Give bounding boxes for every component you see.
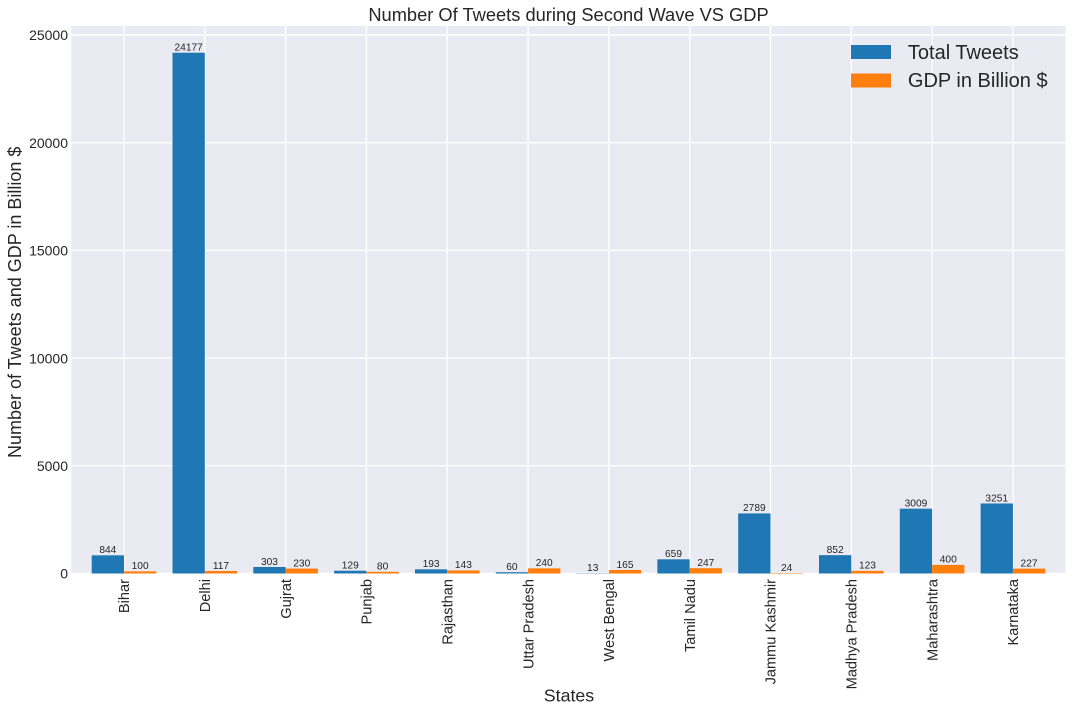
svg-text:3009: 3009 (905, 498, 928, 509)
svg-text:Jammu Kashmir: Jammu Kashmir (764, 579, 780, 685)
svg-text:Number of Tweets and GDP in Bi: Number of Tweets and GDP in Billion $ (5, 147, 25, 459)
svg-text:West Bengal: West Bengal (602, 579, 618, 661)
svg-text:80: 80 (377, 562, 389, 573)
svg-text:Gujrat: Gujrat (279, 579, 295, 619)
svg-text:123: 123 (859, 561, 876, 572)
svg-text:Number Of Tweets during Second: Number Of Tweets during Second Wave VS G… (368, 4, 768, 25)
svg-text:852: 852 (827, 545, 844, 556)
svg-text:13: 13 (587, 563, 599, 574)
svg-text:Delhi: Delhi (198, 579, 214, 612)
svg-text:Punjab: Punjab (360, 579, 376, 624)
svg-text:60: 60 (506, 562, 518, 573)
svg-text:100: 100 (132, 561, 149, 572)
svg-text:Tamil Nadu: Tamil Nadu (683, 579, 699, 652)
svg-text:230: 230 (293, 558, 310, 569)
svg-text:240: 240 (536, 558, 553, 569)
svg-text:5000: 5000 (37, 458, 68, 474)
svg-text:Total Tweets: Total Tweets (908, 42, 1019, 64)
svg-text:25000: 25000 (29, 27, 68, 43)
svg-text:Uttar Pradesh: Uttar Pradesh (521, 579, 537, 669)
svg-text:129: 129 (342, 561, 359, 572)
svg-text:3251: 3251 (985, 493, 1008, 504)
svg-text:117: 117 (213, 561, 230, 572)
svg-text:GDP in Billion $: GDP in Billion $ (908, 70, 1048, 92)
svg-text:844: 844 (99, 545, 116, 556)
svg-text:659: 659 (665, 549, 682, 560)
svg-text:10000: 10000 (29, 350, 68, 366)
svg-text:States: States (544, 686, 595, 706)
svg-text:Maharashtra: Maharashtra (925, 578, 941, 661)
svg-text:Karnataka: Karnataka (1006, 578, 1022, 645)
svg-text:20000: 20000 (29, 135, 68, 151)
svg-text:143: 143 (455, 560, 472, 571)
svg-text:Rajasthan: Rajasthan (440, 579, 456, 645)
svg-text:400: 400 (940, 555, 957, 566)
svg-text:2789: 2789 (743, 503, 766, 514)
svg-text:165: 165 (617, 560, 634, 571)
svg-text:24: 24 (781, 563, 793, 574)
svg-text:Bihar: Bihar (117, 579, 133, 613)
svg-text:15000: 15000 (29, 243, 68, 259)
svg-text:227: 227 (1021, 558, 1038, 569)
svg-text:Madhya Pradesh: Madhya Pradesh (844, 579, 860, 689)
svg-text:24177: 24177 (174, 43, 203, 54)
svg-text:193: 193 (423, 559, 440, 570)
svg-text:0: 0 (60, 566, 68, 582)
svg-text:247: 247 (697, 558, 714, 569)
svg-text:303: 303 (261, 557, 278, 568)
